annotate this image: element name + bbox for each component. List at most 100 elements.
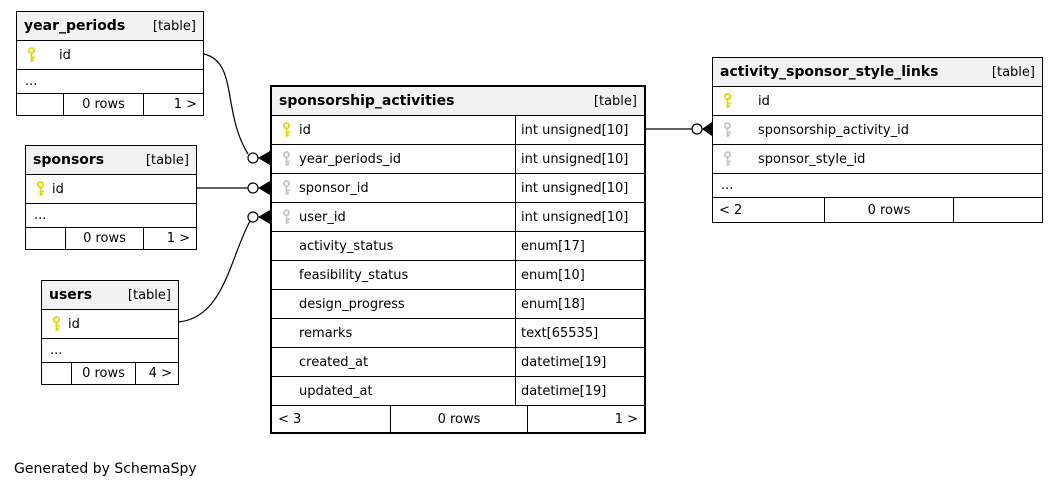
- column-row: year_periods_id int unsigned[10]: [272, 145, 644, 174]
- footer-related-count: 1 >: [614, 411, 638, 427]
- column-row: feasibility_status enum[10]: [272, 261, 644, 290]
- table-year-periods: year_periods [table] id ... 0 rows 1 >: [16, 11, 204, 116]
- column-row: id int unsigned[10]: [272, 116, 644, 145]
- column-type: enum[10]: [515, 261, 644, 289]
- footer-left: [42, 363, 71, 384]
- footer-row-count: 0 rows: [65, 228, 144, 249]
- table-header: users [table]: [42, 281, 178, 310]
- column-name: updated_at: [299, 383, 373, 399]
- column-name: design_progress: [299, 296, 405, 312]
- column-row: updated_at datetime[19]: [272, 377, 644, 406]
- table-footer: 0 rows 1 >: [17, 94, 203, 115]
- column-row: id: [713, 87, 1042, 116]
- footer-left: [17, 94, 63, 115]
- connector-circle: [691, 123, 703, 135]
- column-row: id: [17, 41, 203, 70]
- table-title[interactable]: users: [49, 287, 93, 303]
- ellipsis-row: ...: [42, 339, 178, 363]
- primary-key-icon: [28, 47, 35, 62]
- column-type: int unsigned[10]: [515, 116, 644, 144]
- table-type-label: [table]: [127, 287, 171, 303]
- column-name: sponsor_id: [299, 180, 369, 196]
- table-sponsors: sponsors [table] id ... 0 rows 1 >: [25, 145, 197, 250]
- foreign-key-icon: [283, 151, 290, 166]
- table-title[interactable]: year_periods: [24, 18, 126, 34]
- crow-foot-arrow: [258, 151, 270, 165]
- column-row: activity_status enum[17]: [272, 232, 644, 261]
- table-type-label: [table]: [152, 18, 196, 34]
- table-header: sponsorship_activities [table]: [272, 87, 644, 116]
- footer-related-count: 1 >: [173, 97, 197, 112]
- column-type: int unsigned[10]: [515, 203, 644, 231]
- column-name: activity_status: [299, 238, 394, 254]
- column-type: text[65535]: [515, 319, 644, 347]
- table-header: activity_sponsor_style_links [table]: [713, 58, 1042, 87]
- column-name: remarks: [299, 325, 353, 341]
- column-name: created_at: [299, 354, 369, 370]
- footer-related-count: 1 >: [166, 231, 190, 246]
- table-header: year_periods [table]: [17, 12, 203, 41]
- column-name: sponsor_style_id: [758, 151, 866, 167]
- table-activity-sponsor-style-links: activity_sponsor_style_links [table] id …: [712, 57, 1043, 223]
- primary-key-icon: [37, 181, 44, 196]
- table-header: sponsors [table]: [26, 146, 196, 175]
- column-type: enum[18]: [515, 290, 644, 318]
- column-name: id: [758, 93, 770, 109]
- table-footer: < 3 0 rows 1 >: [272, 406, 644, 432]
- ellipsis-row: ...: [26, 204, 196, 228]
- column-type: int unsigned[10]: [515, 145, 644, 173]
- footer-row-count: 0 rows: [71, 363, 136, 384]
- footer-left: [26, 228, 65, 249]
- table-type-label: [table]: [593, 93, 637, 109]
- primary-key-icon: [283, 122, 290, 137]
- crow-foot-arrow: [258, 210, 270, 224]
- column-type: int unsigned[10]: [515, 174, 644, 202]
- crow-foot-arrow: [702, 122, 712, 136]
- column-name: id: [299, 122, 311, 138]
- table-footer: < 2 0 rows: [713, 198, 1042, 222]
- column-row: remarks text[65535]: [272, 319, 644, 348]
- ellipsis-row: ...: [713, 174, 1042, 198]
- footer-related-count: 4 >: [148, 366, 172, 381]
- primary-key-icon: [724, 93, 731, 108]
- table-sponsorship-activities: sponsorship_activities [table] id int un…: [270, 85, 646, 434]
- generator-credit: Generated by SchemaSpy: [14, 461, 197, 477]
- table-title[interactable]: sponsors: [33, 152, 105, 168]
- column-row: sponsor_style_id: [713, 145, 1042, 174]
- foreign-key-icon: [283, 209, 290, 224]
- column-type: datetime[19]: [515, 377, 644, 405]
- column-row: design_progress enum[18]: [272, 290, 644, 319]
- footer-right: [954, 198, 1042, 222]
- column-name: feasibility_status: [299, 267, 409, 283]
- column-name: sponsorship_activity_id: [758, 122, 909, 138]
- connector-circle: [247, 211, 259, 223]
- column-row: sponsorship_activity_id: [713, 116, 1042, 145]
- connector-circle: [247, 152, 259, 164]
- column-name: year_periods_id: [299, 151, 402, 167]
- relationship-line-year-periods: [203, 53, 249, 155]
- column-name: user_id: [299, 209, 346, 225]
- column-row: id: [42, 310, 178, 339]
- column-name: id: [68, 316, 80, 332]
- crow-foot-arrow: [258, 181, 270, 195]
- foreign-key-icon: [724, 122, 731, 137]
- column-row: sponsor_id int unsigned[10]: [272, 174, 644, 203]
- column-row: user_id int unsigned[10]: [272, 203, 644, 232]
- column-name: id: [59, 47, 71, 63]
- column-type: datetime[19]: [515, 348, 644, 376]
- column-type: enum[17]: [515, 232, 644, 260]
- primary-key-icon: [53, 316, 60, 331]
- footer-related-count-left: < 2: [719, 202, 743, 218]
- table-users: users [table] id ... 0 rows 4 >: [41, 280, 179, 385]
- footer-row-count: 0 rows: [390, 406, 528, 432]
- connector-circle: [247, 182, 259, 194]
- table-footer: 0 rows 4 >: [42, 363, 178, 384]
- table-footer: 0 rows 1 >: [26, 228, 196, 249]
- table-title[interactable]: sponsorship_activities: [279, 93, 455, 109]
- foreign-key-icon: [283, 180, 290, 195]
- table-title[interactable]: activity_sponsor_style_links: [720, 64, 939, 80]
- ellipsis-row: ...: [17, 70, 203, 94]
- footer-row-count: 0 rows: [63, 94, 144, 115]
- footer-row-count: 0 rows: [824, 198, 954, 222]
